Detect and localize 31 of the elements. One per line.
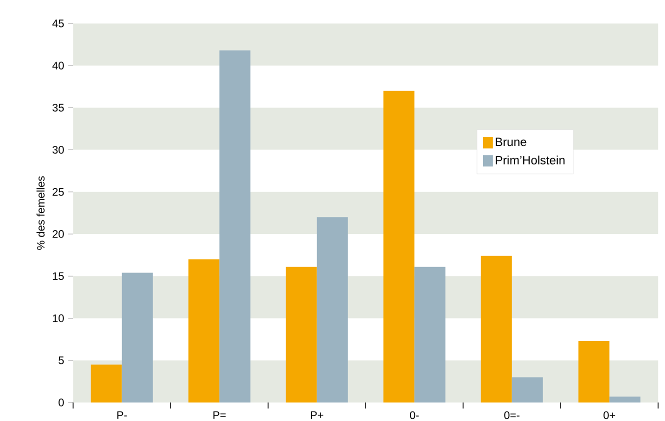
y-tick-label: 10	[52, 314, 64, 322]
x-tick-label: P+	[310, 411, 324, 419]
bar	[286, 266, 317, 402]
bar	[609, 396, 640, 402]
bar	[219, 50, 250, 402]
bar	[122, 272, 153, 402]
legend-label: Prim’Holstein	[496, 156, 565, 164]
bar	[578, 340, 610, 402]
y-tick-label: 15	[52, 272, 64, 280]
x-tick-label: 0-	[410, 411, 419, 420]
x-tick-label: P=	[213, 411, 226, 419]
x-tick-label: P-	[117, 411, 127, 419]
bar	[414, 266, 446, 402]
y-tick-label: 25	[52, 188, 64, 196]
y-tick-label: 20	[52, 230, 64, 238]
y-tick-label: 40	[52, 62, 64, 70]
bar	[316, 217, 348, 402]
x-tick-label: 0=-	[504, 411, 520, 420]
y-axis-title: % des femelles	[36, 176, 45, 250]
y-tick-label: 30	[52, 146, 64, 154]
y-tick-label: 35	[52, 104, 64, 112]
bar	[188, 259, 220, 402]
y-tick-label: 0	[58, 398, 64, 406]
bar	[512, 377, 543, 402]
y-tick-label: 45	[52, 20, 64, 28]
bar	[480, 256, 512, 402]
y-tick-label: 5	[58, 356, 64, 364]
legend-label: Brune	[496, 138, 526, 146]
bar	[383, 90, 414, 402]
x-tick-label: 0+	[604, 411, 616, 420]
bar	[90, 364, 122, 402]
